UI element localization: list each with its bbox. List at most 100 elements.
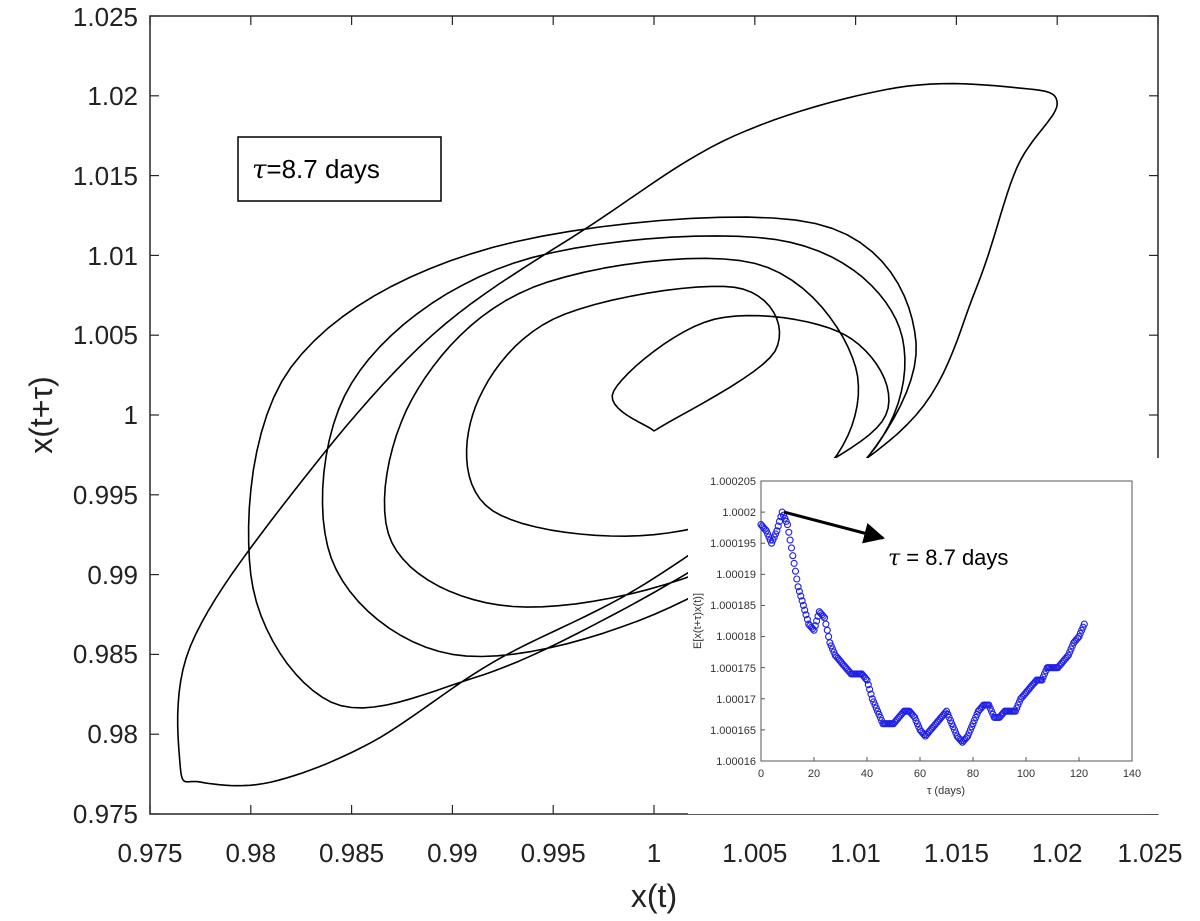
x-tick-label: 1 bbox=[647, 838, 661, 868]
inset-y-tick-label: 1.0002 bbox=[722, 507, 756, 519]
inset-x-tick-labels: 0 20 40 60 80 100 120 140 bbox=[758, 768, 1141, 780]
y-tick-label: 0.99 bbox=[87, 560, 138, 590]
inset-y-tick-label: 1.000165 bbox=[710, 725, 756, 737]
inset-marker bbox=[813, 617, 821, 625]
inset-x-axis-label: τ (days) bbox=[927, 785, 965, 797]
inset-plot: 0 20 40 60 80 100 120 140 1.00016 1.0001… bbox=[688, 458, 1160, 814]
y-tick-label: 1.015 bbox=[73, 161, 138, 191]
inset-marker bbox=[798, 597, 806, 605]
inset-x-tick-label: 60 bbox=[914, 768, 926, 780]
inset-marker bbox=[864, 681, 872, 689]
inset-marker bbox=[811, 622, 819, 630]
y-tick-label: 1.005 bbox=[73, 320, 138, 350]
x-tick-label: 0.975 bbox=[117, 838, 182, 868]
inset-x-tick-label: 20 bbox=[808, 768, 820, 780]
y-tick-label: 1.01 bbox=[87, 241, 138, 271]
inset-marker bbox=[920, 731, 928, 739]
inset-y-tick-label: 1.00017 bbox=[716, 694, 756, 706]
x-tick-label: 0.99 bbox=[427, 838, 478, 868]
x-tick-label: 1.005 bbox=[722, 838, 787, 868]
inset-tau-symbol: τ bbox=[888, 546, 901, 571]
inset-y-tick-label: 1.00018 bbox=[716, 631, 756, 643]
inset-marker bbox=[795, 587, 803, 595]
x-tick-label: 0.985 bbox=[319, 838, 384, 868]
annotation-frame bbox=[237, 136, 442, 202]
inset-annotation-text: τ = 8.7 days bbox=[888, 545, 1008, 571]
y-tick-label: 1.02 bbox=[87, 81, 138, 111]
inset-marker bbox=[773, 527, 781, 535]
inset-tick-marks bbox=[760, 480, 1133, 762]
tau-annotation-box: τ=8.7 days bbox=[237, 136, 442, 202]
inset-y-tick-label: 1.00016 bbox=[716, 756, 756, 768]
inset-y-tick-label: 1.000205 bbox=[710, 476, 756, 488]
inset-markers bbox=[757, 508, 1088, 746]
inset-marker bbox=[945, 713, 953, 721]
inset-marker bbox=[775, 517, 784, 525]
main-x-tick-labels: 0.975 0.98 0.985 0.99 0.995 1 1.005 1.01… bbox=[117, 838, 1182, 868]
inset-x-tick-label: 120 bbox=[1070, 768, 1088, 780]
x-tick-label: 0.98 bbox=[225, 838, 276, 868]
inset-x-tick-label: 140 bbox=[1123, 768, 1141, 780]
inset-marker bbox=[789, 552, 797, 560]
main-plot: 0.975 0.98 0.985 0.99 0.995 1 1.005 1.01… bbox=[23, 2, 1183, 914]
inset-y-tick-label: 1.000175 bbox=[710, 663, 756, 675]
inset-y-tick-label: 1.000195 bbox=[710, 538, 756, 550]
inset-marker bbox=[799, 601, 807, 609]
inset-marker bbox=[802, 611, 810, 619]
y-tick-label: 0.985 bbox=[73, 639, 138, 669]
inset-x-tick-label: 80 bbox=[967, 768, 979, 780]
x-axis-label: x(t) bbox=[631, 878, 677, 914]
annotation-text: τ=8.7 days bbox=[252, 154, 380, 185]
inset-marker bbox=[876, 713, 884, 721]
inset-y-tick-labels: 1.00016 1.000165 1.00017 1.000175 1.0001… bbox=[710, 476, 756, 768]
inset-marker bbox=[790, 559, 798, 567]
annotation-value: =8.7 days bbox=[266, 154, 379, 184]
y-tick-label: 0.995 bbox=[73, 480, 138, 510]
inset-y-axis-label: E[x(t+τ)x(t)] bbox=[692, 593, 704, 649]
inset-marker bbox=[782, 517, 790, 525]
trajectory-line bbox=[176, 82, 1058, 787]
inset-marker bbox=[793, 575, 801, 583]
x-tick-label: 0.995 bbox=[521, 838, 586, 868]
y-tick-label: 0.98 bbox=[87, 719, 138, 749]
inset-marker bbox=[791, 567, 800, 575]
tau-symbol: τ bbox=[252, 155, 267, 185]
y-tick-label: 1.025 bbox=[73, 2, 138, 32]
inset-marker bbox=[911, 713, 919, 721]
inset-marker bbox=[797, 592, 805, 600]
y-axis-label: x(t+τ) bbox=[23, 376, 59, 454]
inset-x-tick-label: 100 bbox=[1017, 768, 1035, 780]
inset-x-tick-label: 40 bbox=[861, 768, 873, 780]
x-tick-label: 1.025 bbox=[1117, 838, 1182, 868]
inset-marker bbox=[783, 521, 792, 529]
inset-marker bbox=[1080, 620, 1088, 628]
x-tick-label: 1.02 bbox=[1032, 838, 1083, 868]
inset-marker bbox=[1075, 633, 1083, 641]
inset-x-tick-label: 0 bbox=[758, 768, 764, 780]
inset-marker bbox=[867, 690, 875, 698]
y-tick-label: 0.975 bbox=[73, 799, 138, 829]
inset-marker bbox=[803, 615, 811, 623]
inset-y-tick-label: 1.000185 bbox=[710, 600, 756, 612]
inset-marker bbox=[801, 606, 809, 614]
inset-marker bbox=[970, 717, 978, 725]
main-y-tick-labels: 0.975 0.98 0.985 0.99 0.995 1 1.005 1.01… bbox=[73, 2, 138, 829]
inset-marker bbox=[862, 675, 870, 683]
inset-marker bbox=[786, 536, 794, 544]
inset-marker bbox=[774, 522, 782, 530]
x-tick-label: 1.01 bbox=[830, 838, 881, 868]
inset-marker bbox=[810, 626, 818, 634]
inset-marker bbox=[787, 544, 796, 552]
inset-marker bbox=[819, 612, 827, 620]
x-tick-label: 1.015 bbox=[924, 838, 989, 868]
y-tick-label: 1 bbox=[124, 400, 138, 430]
inset-marker bbox=[957, 737, 965, 745]
inset-marker bbox=[794, 583, 802, 591]
inset-y-tick-label: 1.00019 bbox=[716, 569, 756, 581]
tau-arrow bbox=[783, 510, 886, 544]
inset-annotation-value: = 8.7 days bbox=[900, 545, 1008, 570]
inset-marker bbox=[785, 528, 793, 536]
inset-marker bbox=[866, 685, 874, 693]
inset-marker bbox=[863, 676, 871, 684]
